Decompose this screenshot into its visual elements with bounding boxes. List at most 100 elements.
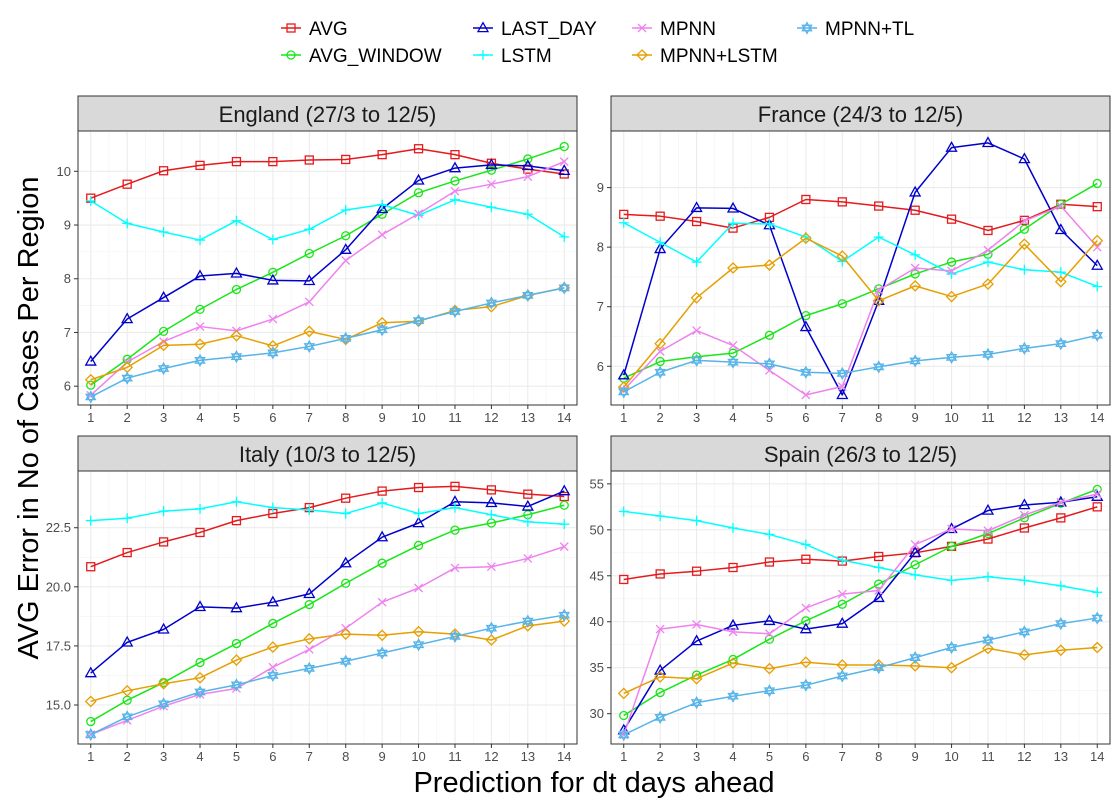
data-point-mpnn (764, 629, 774, 639)
data-point-lstm (1092, 587, 1103, 598)
data-point-mpnn-plus-tl (376, 323, 388, 337)
data-point-avg-window (910, 560, 920, 570)
data-point-avg-window (837, 599, 847, 609)
data-point-last-day (84, 666, 97, 678)
series-mpnn (86, 542, 569, 740)
data-point-lstm (655, 511, 666, 522)
data-point-last-day (872, 591, 885, 603)
panel-border (77, 470, 578, 745)
panel-grid (611, 131, 1110, 405)
data-point-mpnn (874, 285, 884, 295)
data-point-mpnn-plus-tl (1055, 337, 1067, 351)
panel-title: Italy (10/3 to 12/5) (239, 442, 416, 467)
data-point-lstm (728, 522, 739, 533)
data-point-lstm (486, 202, 497, 213)
data-point-lstm (1055, 580, 1066, 591)
data-point-avg (268, 156, 278, 167)
data-point-avg (377, 149, 387, 160)
data-point-avg-window (619, 710, 629, 721)
data-point-mpnn-plus-tl (522, 288, 534, 303)
data-point-lstm (655, 237, 666, 248)
data-point-avg (122, 547, 132, 558)
data-point-last-day (303, 587, 316, 599)
legend-marker-mpnn-plus-tl (801, 21, 813, 35)
data-point-avg (655, 211, 665, 221)
data-point-last-day (945, 522, 958, 534)
data-point-mpnn-plus-tl (412, 314, 425, 328)
data-point-mpnn-plus-lstm (230, 329, 243, 342)
x-tick-label: 1 (87, 410, 94, 425)
x-tick-label: 4 (729, 749, 736, 764)
series-mpnn-plus-tl (618, 328, 1103, 399)
x-tick-label: 11 (448, 410, 462, 425)
series-mpnn (619, 201, 1102, 400)
data-point-last-day (376, 202, 389, 214)
y-tick-label: 6 (64, 379, 71, 394)
data-point-lstm (1019, 264, 1030, 275)
series-line-mpnn-plus-tl (90, 614, 565, 736)
data-point-mpnn (655, 346, 665, 356)
data-point-avg (122, 179, 132, 189)
legend-label: MPNN+LSTM (660, 46, 778, 67)
series-line-mpnn-plus-tl (623, 617, 1098, 736)
data-point-mpnn-plus-lstm (303, 632, 316, 645)
data-point-mpnn-plus-lstm (376, 629, 389, 642)
data-point-mpnn-plus-tl (485, 296, 498, 310)
legend-marker-last-day (476, 21, 490, 33)
y-tick-label: 9 (64, 218, 71, 233)
data-point-lstm (764, 218, 775, 229)
data-point-mpnn-plus-tl (945, 640, 958, 655)
data-point-mpnn (801, 390, 811, 400)
series-mpnn-plus-tl (85, 281, 570, 404)
data-point-lstm (800, 539, 811, 550)
data-point-avg-window (655, 356, 665, 367)
data-point-mpnn-plus-lstm (982, 278, 994, 291)
data-point-lstm (122, 513, 133, 524)
data-point-mpnn (377, 230, 387, 240)
data-point-mpnn-plus-tl (727, 689, 739, 703)
x-tick-label: 11 (981, 410, 995, 425)
data-point-avg-window (86, 380, 96, 390)
legend-item-mpnn-plus-tl: MPNN+TL (797, 19, 914, 40)
data-point-last-day (521, 159, 534, 171)
series-mpnn-plus-lstm (84, 615, 571, 708)
data-point-avg-window (1019, 513, 1030, 523)
x-tick-label: 3 (160, 749, 167, 764)
panel-title: England (27/3 to 12/5) (219, 102, 437, 127)
data-point-mpnn-plus-tl (449, 629, 461, 644)
data-point-avg (983, 534, 993, 544)
data-point-last-day (981, 503, 995, 515)
data-point-lstm (559, 519, 570, 530)
series-lstm (618, 506, 1103, 598)
data-point-last-day (558, 484, 571, 496)
data-point-mpnn-plus-tl (909, 650, 921, 665)
data-point-mpnn-plus-tl (1091, 328, 1103, 342)
series-line-last-day (623, 495, 1098, 731)
data-point-mpnn-plus-lstm (1018, 648, 1031, 661)
legend-label: MPNN+TL (825, 19, 914, 40)
data-point-mpnn-plus-lstm (303, 325, 316, 338)
data-point-mpnn (450, 186, 460, 196)
data-point-last-day (485, 158, 498, 170)
data-point-mpnn-plus-tl (982, 633, 994, 647)
x-tick-label: 9 (912, 749, 919, 764)
data-point-mpnn-plus-lstm (763, 662, 776, 675)
data-point-lstm (873, 232, 884, 243)
data-point-avg-window (1056, 199, 1066, 209)
data-point-mpnn-plus-tl (85, 390, 97, 404)
y-tick-label: 6 (597, 359, 604, 374)
series-line-last-day (90, 490, 565, 674)
data-point-avg (801, 554, 811, 564)
x-tick-label: 10 (944, 410, 958, 425)
series-line-avg-window (90, 145, 565, 386)
data-point-mpnn-plus-lstm (412, 625, 425, 638)
data-point-avg (655, 569, 665, 579)
data-point-last-day (230, 266, 243, 278)
series-avg-window (86, 141, 569, 390)
panel-strip (77, 95, 578, 132)
y-tick-label: 9 (597, 180, 604, 195)
data-point-mpnn-plus-tl (339, 654, 352, 668)
data-point-avg-window (450, 525, 460, 535)
y-tick-label: 7 (64, 325, 71, 340)
